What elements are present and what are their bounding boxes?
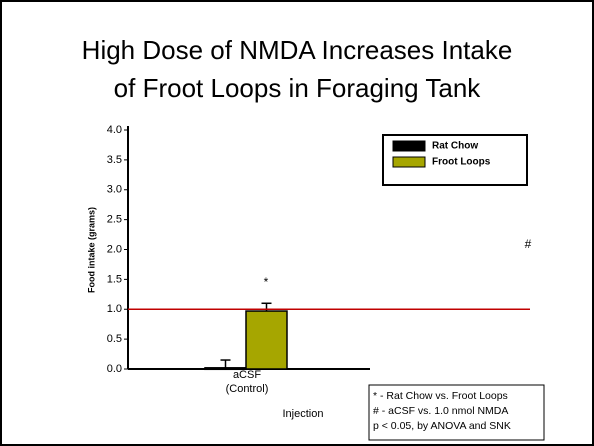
y-tick-label: 1.5 xyxy=(107,273,122,285)
note: p < 0.05, by ANOVA and SNK xyxy=(373,420,511,432)
x-tick-label: aCSF xyxy=(233,369,261,381)
bar xyxy=(245,310,288,370)
y-tick-label: 2.5 xyxy=(107,214,122,226)
y-tick-label: 0.5 xyxy=(107,333,122,345)
y-tick-label: 3.0 xyxy=(107,184,122,196)
note: * - Rat Chow vs. Froot Loops xyxy=(373,390,508,402)
legend-label: Froot Loops xyxy=(432,157,491,168)
legend-label: Rat Chow xyxy=(432,141,478,152)
y-tick-label: 4.0 xyxy=(107,124,122,136)
annotation: * xyxy=(264,275,269,289)
title-line: High Dose of NMDA Increases Intake xyxy=(82,35,513,65)
y-tick-label: 2.0 xyxy=(107,243,122,255)
y-axis-label: Food intake (grams) xyxy=(86,207,96,293)
title-line: of Froot Loops in Foraging Tank xyxy=(114,73,482,103)
legend-swatch xyxy=(392,156,426,168)
legend-swatch xyxy=(392,140,426,152)
annotation: # xyxy=(525,237,532,251)
notes-box xyxy=(368,384,545,441)
x-axis-label: Injection xyxy=(283,408,324,420)
y-tick-label: 0.0 xyxy=(107,363,122,375)
y-tick-label: 1.0 xyxy=(107,303,122,315)
note: # - aCSF vs. 1.0 nmol NMDA xyxy=(373,405,508,417)
y-tick-label: 3.5 xyxy=(107,154,122,166)
x-tick-label: (Control) xyxy=(226,383,269,395)
